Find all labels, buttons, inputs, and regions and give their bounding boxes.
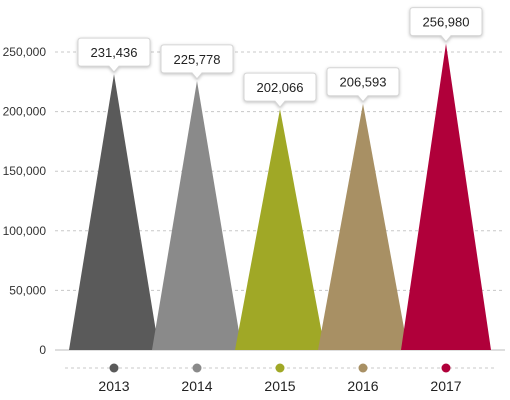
data-label-text: 256,980 <box>423 15 470 30</box>
y-tick-label: 100,000 <box>3 224 47 238</box>
bar-2016[interactable] <box>318 103 408 350</box>
data-label-2013: 231,436 <box>77 37 151 73</box>
data-label-2016: 206,593 <box>326 67 400 103</box>
category-label: 2015 <box>264 378 295 394</box>
legend-marker-2017 <box>441 363 451 373</box>
data-label-text: 231,436 <box>91 45 138 60</box>
category-label: 2014 <box>181 378 212 394</box>
data-label-text: 225,778 <box>174 52 221 67</box>
category-label: 2017 <box>430 378 461 394</box>
bar-layer <box>69 43 491 351</box>
data-label-box <box>326 67 400 103</box>
y-tick-label: 0 <box>39 343 46 357</box>
bar-2013[interactable] <box>69 74 159 350</box>
legend-marker-2015 <box>275 363 285 373</box>
y-axis-ticks: 0 50,000 100,000 150,000 200,000 250,000 <box>3 45 47 357</box>
data-label-2015: 202,066 <box>243 72 317 108</box>
data-label-2014: 225,778 <box>160 44 234 80</box>
data-label-text: 206,593 <box>340 75 387 90</box>
legend-marker-2014 <box>192 363 202 373</box>
bar-2014[interactable] <box>152 80 242 351</box>
category-label: 2013 <box>98 378 129 394</box>
data-label-layer: 231,436 225,778 202,066 206,593 256,980 <box>77 7 483 108</box>
y-tick-label: 150,000 <box>3 164 47 178</box>
x-axis: 2013 2014 2015 2016 2017 <box>65 363 495 394</box>
data-label-box <box>409 7 483 43</box>
legend-marker-2016 <box>358 363 368 373</box>
bar-2015[interactable] <box>235 109 325 350</box>
data-label-box <box>77 37 151 73</box>
data-label-2017: 256,980 <box>409 7 483 43</box>
data-label-box <box>160 44 234 80</box>
data-label-text: 202,066 <box>257 80 304 95</box>
legend-marker-2013 <box>109 363 119 373</box>
y-tick-label: 250,000 <box>3 45 47 59</box>
bar-2017[interactable] <box>401 43 491 350</box>
category-label: 2016 <box>347 378 378 394</box>
y-tick-label: 200,000 <box>3 105 47 119</box>
y-tick-label: 50,000 <box>9 283 46 297</box>
data-label-box <box>243 72 317 108</box>
